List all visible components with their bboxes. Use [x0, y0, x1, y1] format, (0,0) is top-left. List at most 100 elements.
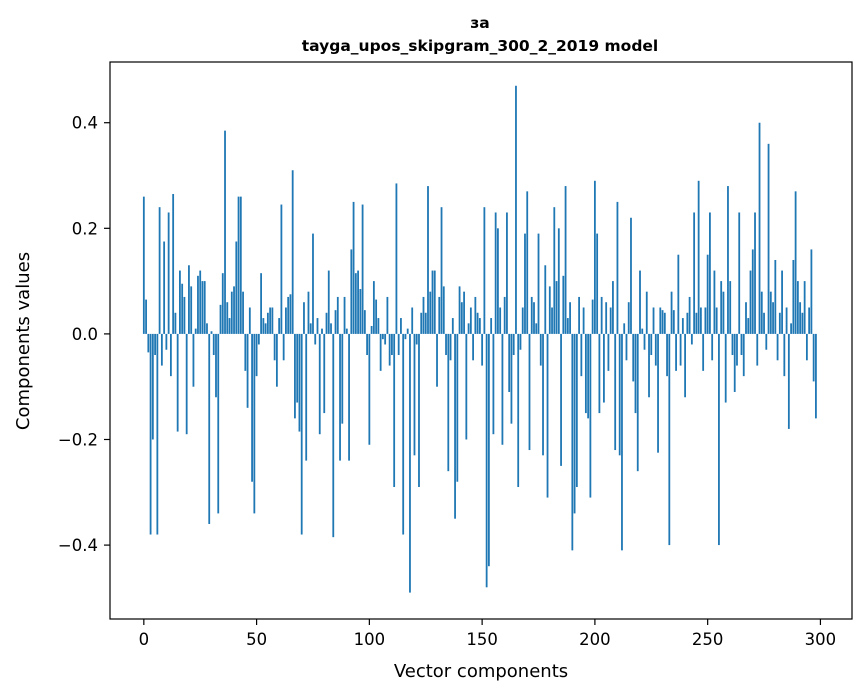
bar-67 — [294, 333, 296, 419]
bar-134 — [445, 333, 447, 356]
bar-295 — [808, 307, 811, 334]
bar-6 — [156, 333, 159, 535]
bar-208 — [612, 281, 614, 334]
bar-43 — [239, 196, 242, 334]
bar-204 — [603, 333, 605, 403]
bar-201 — [596, 233, 599, 334]
bar-194 — [580, 333, 583, 377]
bar-292 — [801, 312, 804, 334]
bar-206 — [607, 333, 610, 371]
bar-280 — [774, 259, 777, 334]
bar-37 — [226, 302, 229, 334]
bar-240 — [684, 333, 686, 398]
bar-248 — [702, 333, 705, 371]
bar-53 — [262, 318, 265, 334]
bar-76 — [314, 333, 317, 345]
bar-233 — [668, 333, 671, 546]
bar-297 — [812, 333, 815, 382]
bar-92 — [350, 249, 353, 334]
bar-9 — [163, 241, 166, 334]
bar-281 — [776, 333, 779, 361]
bar-106 — [381, 333, 384, 340]
bar-45 — [244, 333, 247, 371]
bar-74 — [309, 323, 312, 334]
bar-145 — [469, 307, 472, 334]
bar-30 — [210, 331, 213, 334]
bar-20 — [188, 265, 190, 334]
x-axis-label: Vector components — [394, 661, 568, 682]
bar-282 — [778, 312, 781, 334]
bar-29 — [208, 333, 211, 524]
x-tick-label: 100 — [354, 630, 386, 649]
bar-174 — [535, 323, 538, 334]
bar-274 — [760, 291, 763, 334]
bar-189 — [569, 302, 571, 334]
bar-273 — [758, 122, 761, 334]
bar-165 — [515, 85, 517, 334]
bar-35 — [221, 273, 224, 334]
bar-227 — [654, 333, 657, 366]
bar-127 — [429, 291, 432, 334]
bar-34 — [219, 304, 222, 334]
y-tick-label: −0.2 — [58, 430, 98, 449]
bar-230 — [661, 310, 664, 334]
bar-42 — [237, 196, 240, 334]
bar-278 — [769, 291, 772, 334]
bar-60 — [278, 318, 281, 334]
bar-168 — [521, 307, 524, 334]
bar-236 — [675, 333, 677, 371]
bar-270 — [751, 249, 754, 334]
bar-241 — [686, 312, 689, 334]
bar-49 — [253, 333, 256, 514]
bar-56 — [269, 307, 272, 334]
x-tick-label: 0 — [139, 630, 150, 649]
x-tick-label: 250 — [692, 630, 724, 649]
bar-83 — [330, 323, 332, 334]
bar-217 — [632, 333, 635, 382]
bar-173 — [533, 302, 535, 334]
bar-148 — [476, 312, 479, 334]
bar-113 — [397, 333, 400, 356]
bar-130 — [436, 333, 438, 387]
bar-169 — [524, 233, 526, 334]
x-axis-ticks: 0 50 100 150 200 250 300 — [139, 619, 836, 649]
bar-70 — [300, 333, 303, 535]
bar-16 — [179, 270, 181, 334]
bar-159 — [501, 333, 504, 445]
bar-149 — [478, 318, 481, 334]
bar-289 — [794, 191, 797, 334]
bar-77 — [316, 318, 319, 334]
bar-2 — [147, 333, 150, 353]
bar-196 — [584, 333, 587, 414]
bar-31 — [212, 333, 215, 356]
bar-263 — [736, 333, 738, 366]
bar-12 — [169, 333, 172, 377]
bar-219 — [636, 333, 639, 472]
bar-298 — [815, 333, 817, 419]
bar-122 — [418, 333, 420, 488]
x-tick-label: 200 — [579, 630, 611, 649]
bar-176 — [539, 333, 542, 366]
bar-178 — [544, 265, 547, 334]
bar-63 — [285, 307, 287, 334]
bar-82 — [327, 270, 330, 334]
bar-231 — [663, 312, 666, 334]
bar-11 — [167, 212, 170, 334]
bar-116 — [404, 333, 407, 340]
bar-46 — [246, 333, 249, 408]
bar-163 — [510, 333, 513, 424]
bar-211 — [618, 333, 621, 456]
bar-128 — [431, 270, 434, 334]
bar-210 — [616, 201, 619, 334]
bar-266 — [742, 333, 745, 377]
bar-259 — [727, 186, 729, 334]
bar-238 — [679, 333, 682, 366]
bar-28 — [206, 323, 208, 334]
bar-129 — [433, 270, 436, 334]
bar-102 — [372, 281, 375, 334]
bar-185 — [560, 333, 562, 466]
bar-215 — [627, 302, 630, 334]
bar-58 — [273, 333, 276, 361]
bar-152 — [485, 333, 488, 588]
